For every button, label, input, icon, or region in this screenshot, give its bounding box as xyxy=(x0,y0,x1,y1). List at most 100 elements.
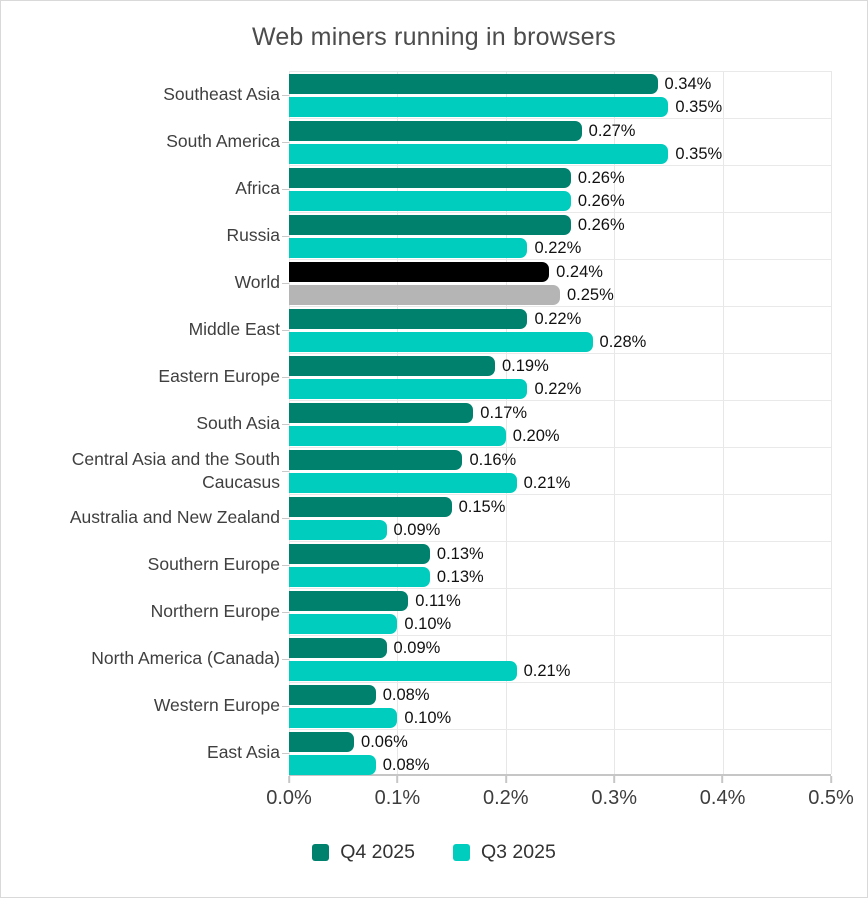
chart-row: Australia and New Zealand 0.15% 0.09% xyxy=(29,494,831,541)
bar-q4-2025 xyxy=(289,121,582,141)
bar-line: 0.13% xyxy=(289,567,831,587)
category-label: North America (Canada) xyxy=(91,648,280,669)
bar-q4-2025 xyxy=(289,638,387,658)
chart-row: South America 0.27% 0.35% xyxy=(29,118,831,165)
category-label: Western Europe xyxy=(153,695,280,716)
category-cell: Australia and New Zealand xyxy=(29,494,289,541)
value-label: 0.08% xyxy=(382,685,430,704)
value-label: 0.34% xyxy=(664,74,712,93)
category-label: South Asia xyxy=(196,413,280,434)
category-cell: Northern Europe xyxy=(29,588,289,635)
category-cell: Africa xyxy=(29,165,289,212)
value-label: 0.17% xyxy=(480,403,528,422)
x-tick-label: 0.0% xyxy=(266,787,312,809)
bar-line: 0.35% xyxy=(289,144,831,164)
chart-row: Western Europe 0.08% 0.10% xyxy=(29,682,831,729)
category-label: Africa xyxy=(235,178,280,199)
bar-q3-2025 xyxy=(289,191,571,211)
bar-rows: Southeast Asia 0.34% 0.35% South America 0.2… xyxy=(29,71,831,776)
row-plot: 0.19% 0.22% xyxy=(289,353,831,400)
bar-line: 0.28% xyxy=(289,332,831,352)
bar-q4-2025 xyxy=(289,450,463,470)
bar-q3-2025 xyxy=(289,144,669,164)
value-label: 0.15% xyxy=(458,497,506,516)
row-plot: 0.08% 0.10% xyxy=(289,682,831,729)
x-tick-mark xyxy=(288,776,290,783)
bar-line: 0.26% xyxy=(289,215,831,235)
value-label: 0.09% xyxy=(393,638,441,657)
chart-row: Northern Europe 0.11% 0.10% xyxy=(29,588,831,635)
row-plot: 0.09% 0.21% xyxy=(289,635,831,682)
value-label: 0.27% xyxy=(588,121,636,140)
row-plot: 0.26% 0.26% xyxy=(289,165,831,212)
value-label: 0.21% xyxy=(523,661,571,680)
row-plot: 0.16% 0.21% xyxy=(289,447,831,494)
legend-label: Q4 2025 xyxy=(340,841,415,863)
x-tick: 0.2% xyxy=(483,776,529,810)
gridline xyxy=(831,71,832,774)
bar-q3-2025 xyxy=(289,285,560,305)
category-label: Russia xyxy=(226,225,281,246)
x-tick-label: 0.1% xyxy=(374,787,421,809)
y-tick-mark xyxy=(282,423,289,425)
bar-line: 0.26% xyxy=(289,168,831,188)
row-plot: 0.24% 0.25% xyxy=(289,259,831,306)
value-label: 0.22% xyxy=(534,238,582,257)
bar-q4-2025 xyxy=(289,356,495,376)
x-tick-label: 0.3% xyxy=(591,787,637,809)
bar-line: 0.11% xyxy=(289,591,831,611)
row-plot: 0.26% 0.22% xyxy=(289,212,831,259)
bar-q4-2025 xyxy=(289,403,474,423)
y-tick-mark xyxy=(282,517,289,519)
value-label: 0.13% xyxy=(436,567,484,586)
bar-line: 0.17% xyxy=(289,403,831,423)
bar-line: 0.34% xyxy=(289,74,831,94)
y-tick-mark xyxy=(282,705,289,707)
category-cell: Southeast Asia xyxy=(29,71,289,118)
value-label: 0.35% xyxy=(675,144,723,163)
bar-line: 0.27% xyxy=(289,121,831,141)
bar-line: 0.35% xyxy=(289,97,831,117)
bar-line: 0.26% xyxy=(289,191,831,211)
y-tick-mark xyxy=(282,329,289,331)
bar-q4-2025 xyxy=(289,685,376,705)
category-label: Southern Europe xyxy=(147,554,280,575)
bar-line: 0.09% xyxy=(289,638,831,658)
bar-line: 0.22% xyxy=(289,238,831,258)
gridline xyxy=(505,71,507,774)
y-tick-mark xyxy=(282,282,289,284)
bar-line: 0.15% xyxy=(289,497,831,517)
category-cell: South Asia xyxy=(29,400,289,447)
chart-row: World 0.24% 0.25% xyxy=(29,259,831,306)
bar-q4-2025 xyxy=(289,591,409,611)
chart-row: Southeast Asia 0.34% 0.35% xyxy=(29,71,831,118)
bar-line: 0.25% xyxy=(289,285,831,305)
chart-row: East Asia 0.06% 0.08% xyxy=(29,729,831,776)
y-tick-mark xyxy=(282,470,289,472)
x-axis: 0.0% 0.1% 0.2% 0.3% 0.4% 0.5% xyxy=(266,776,854,814)
value-label: 0.19% xyxy=(501,356,549,375)
legend-item: Q3 2025 xyxy=(453,841,556,864)
bar-q3-2025 xyxy=(289,708,398,728)
chart-row: Middle East 0.22% 0.28% xyxy=(29,306,831,353)
row-plot: 0.15% 0.09% xyxy=(289,494,831,541)
value-label: 0.21% xyxy=(523,473,571,492)
bar-line: 0.10% xyxy=(289,614,831,634)
y-tick-mark xyxy=(282,611,289,613)
bar-line: 0.21% xyxy=(289,473,831,493)
bar-q4-2025 xyxy=(289,74,658,94)
bar-q3-2025 xyxy=(289,97,669,117)
legend-swatch xyxy=(312,844,330,861)
plot-area: Southeast Asia 0.34% 0.35% South America 0.2… xyxy=(29,71,832,776)
x-tick-label: 0.5% xyxy=(808,787,854,809)
x-tick: 0.5% xyxy=(808,776,854,810)
x-tick-label: 0.2% xyxy=(483,787,529,809)
chart-row: Russia 0.26% 0.22% xyxy=(29,212,831,259)
bar-q4-2025 xyxy=(289,732,355,752)
category-label: South America xyxy=(166,131,280,152)
x-tick-mark xyxy=(613,776,616,783)
legend-swatch xyxy=(453,844,470,861)
category-label: Eastern Europe xyxy=(158,366,280,387)
value-label: 0.06% xyxy=(361,732,408,751)
legend-label: Q3 2025 xyxy=(481,841,556,863)
